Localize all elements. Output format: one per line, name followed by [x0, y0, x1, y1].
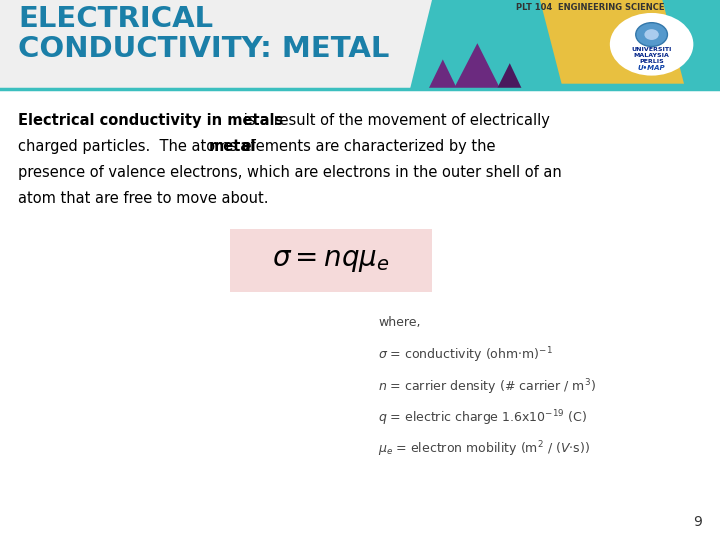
- Text: CONDUCTIVITY: METAL: CONDUCTIVITY: METAL: [18, 35, 390, 63]
- Text: U•MAP: U•MAP: [638, 65, 665, 71]
- Text: UNIVERSITI
MALAYSIA
PERLIS: UNIVERSITI MALAYSIA PERLIS: [631, 47, 672, 64]
- Text: $n$ = carrier density (# carrier / m$^3$): $n$ = carrier density (# carrier / m$^3$…: [378, 377, 596, 396]
- Circle shape: [610, 13, 693, 76]
- Text: presence of valence electrons, which are electrons in the outer shell of an: presence of valence electrons, which are…: [18, 165, 562, 180]
- Polygon shape: [497, 63, 522, 89]
- Text: where,: where,: [378, 316, 420, 329]
- Text: is a result of the movement of electrically: is a result of the movement of electrica…: [239, 113, 550, 129]
- FancyBboxPatch shape: [230, 230, 432, 292]
- Text: ELECTRICAL: ELECTRICAL: [18, 5, 213, 33]
- Text: atom that are free to move about.: atom that are free to move about.: [18, 191, 269, 206]
- Polygon shape: [410, 0, 720, 89]
- Text: $\mu_e$ = electron mobility (m$^2$ / ($V$$\cdot$s)): $\mu_e$ = electron mobility (m$^2$ / ($V…: [378, 440, 590, 459]
- Text: charged particles.  The atoms of: charged particles. The atoms of: [18, 139, 261, 154]
- Text: PLT 104  ENGINEERING SCIENCE: PLT 104 ENGINEERING SCIENCE: [516, 3, 665, 12]
- Bar: [0, 0, 720, 89]
- Polygon shape: [428, 59, 457, 89]
- Text: $\sigma$ = conductivity (ohm$\cdot$m)$^{-1}$: $\sigma$ = conductivity (ohm$\cdot$m)$^{…: [378, 346, 553, 365]
- Text: elements are characterized by the: elements are characterized by the: [238, 139, 495, 154]
- Circle shape: [644, 29, 659, 40]
- Polygon shape: [454, 43, 500, 89]
- Text: $\sigma = nq\mu_e$: $\sigma = nq\mu_e$: [272, 247, 390, 274]
- Text: metal: metal: [209, 139, 256, 154]
- Text: Electrical conductivity in metals: Electrical conductivity in metals: [18, 113, 283, 129]
- Text: $q$ = electric charge 1.6x10$^{-19}$ (C): $q$ = electric charge 1.6x10$^{-19}$ (C): [378, 408, 587, 428]
- Circle shape: [636, 23, 667, 46]
- Text: 9: 9: [693, 515, 702, 529]
- Polygon shape: [540, 0, 684, 84]
